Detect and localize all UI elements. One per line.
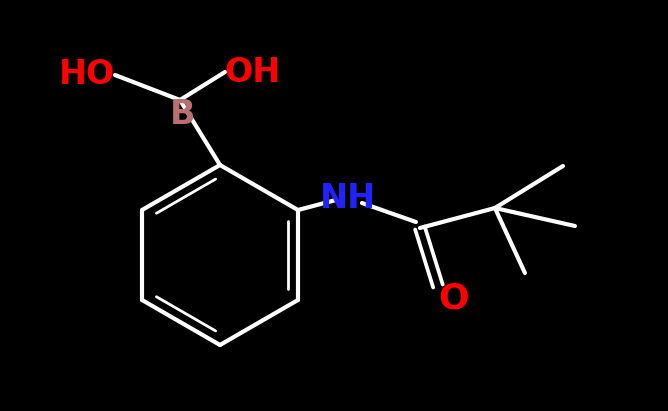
- Text: B: B: [170, 97, 196, 131]
- Text: OH: OH: [225, 55, 281, 88]
- Text: NH: NH: [320, 182, 376, 215]
- Text: HO: HO: [59, 58, 115, 92]
- Text: O: O: [439, 281, 470, 315]
